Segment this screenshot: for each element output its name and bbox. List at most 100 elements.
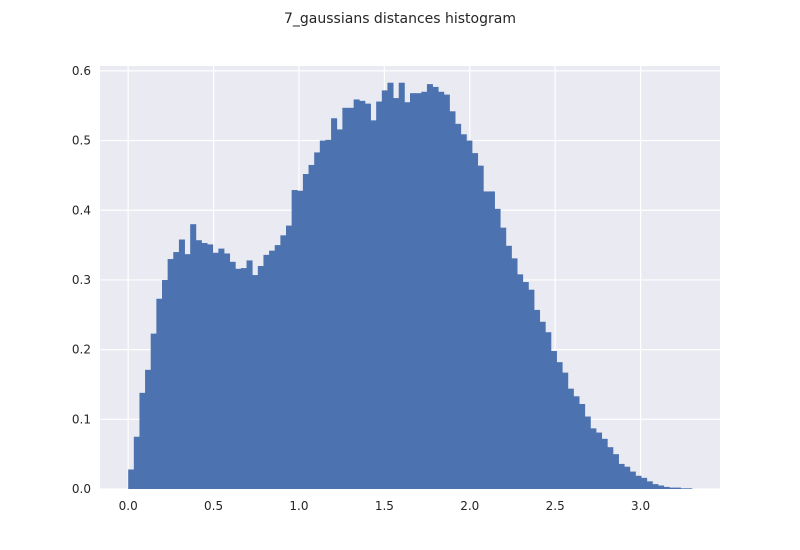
histogram-bar xyxy=(618,463,625,489)
histogram-bar xyxy=(573,396,580,489)
x-tick-label: 1.5 xyxy=(375,499,394,513)
histogram-bar xyxy=(353,99,360,489)
histogram-bar xyxy=(269,250,276,489)
chart-title: 7_gaussians distances histogram xyxy=(284,11,516,27)
histogram-bar xyxy=(635,475,642,489)
histogram-bar xyxy=(686,488,693,489)
histogram-bar xyxy=(263,254,270,489)
histogram-bar xyxy=(652,484,659,489)
histogram-bar xyxy=(404,102,411,489)
histogram-bar xyxy=(449,111,456,489)
histogram-bar xyxy=(235,268,242,489)
histogram-bar xyxy=(629,471,636,489)
histogram-bars xyxy=(128,82,693,490)
x-tick-label: 0.5 xyxy=(204,499,223,513)
histogram-bar xyxy=(522,282,529,489)
histogram-bar xyxy=(641,477,648,489)
histogram-bar xyxy=(584,416,591,489)
histogram-bar xyxy=(562,372,569,489)
histogram-bar xyxy=(133,436,140,489)
histogram-bar xyxy=(387,82,394,489)
histogram-bar xyxy=(291,190,298,489)
histogram-bar xyxy=(240,268,247,489)
histogram-bar xyxy=(466,140,473,490)
y-axis-ticks: 0.0 0.1 0.2 0.3 0.4 0.5 0.6 xyxy=(72,64,91,496)
x-tick-label: 3.0 xyxy=(631,499,650,513)
y-tick-label: 0.3 xyxy=(72,273,91,287)
histogram-bar xyxy=(590,428,597,489)
histogram-bar xyxy=(302,174,309,489)
histogram-bar xyxy=(624,466,631,489)
histogram-bar xyxy=(308,164,315,490)
histogram-bar xyxy=(579,403,586,489)
histogram-bar xyxy=(545,332,552,489)
histogram-bar xyxy=(674,487,681,489)
histogram-bar xyxy=(477,165,484,489)
histogram-bar xyxy=(539,321,546,489)
y-tick-label: 0.2 xyxy=(72,343,91,357)
histogram-bar xyxy=(601,438,608,489)
histogram-bar xyxy=(252,275,259,489)
histogram-bar xyxy=(607,447,614,489)
histogram-bar xyxy=(443,94,450,490)
histogram-bar xyxy=(286,225,293,489)
histogram-bar xyxy=(280,235,287,489)
x-tick-label: 2.5 xyxy=(546,499,565,513)
histogram-bar xyxy=(494,208,501,489)
histogram-bar xyxy=(274,245,281,489)
histogram-bar xyxy=(370,120,377,490)
histogram-bar xyxy=(426,84,433,489)
histogram-bar xyxy=(167,259,174,489)
histogram-bar xyxy=(534,309,541,489)
histogram-bar xyxy=(550,351,557,489)
histogram-bar xyxy=(500,227,507,489)
histogram-bar xyxy=(658,485,665,489)
y-tick-label: 0.0 xyxy=(72,482,91,496)
histogram-bar xyxy=(460,134,467,489)
histogram-bar xyxy=(567,388,574,489)
histogram-bar xyxy=(381,90,388,489)
histogram-bar xyxy=(342,107,349,489)
histogram-bar xyxy=(145,369,152,489)
histogram-bar xyxy=(224,253,231,489)
histogram-bar xyxy=(410,93,417,490)
histogram-bar xyxy=(646,481,653,489)
histogram-bar xyxy=(472,153,479,489)
histogram-bar xyxy=(178,239,185,489)
histogram-bar xyxy=(201,243,208,489)
histogram-bar xyxy=(156,298,163,489)
histogram-bar xyxy=(528,289,535,489)
histogram-bar xyxy=(680,488,687,489)
histogram-bar xyxy=(483,191,490,489)
histogram-bar xyxy=(150,333,157,489)
histogram-bar xyxy=(297,190,304,490)
histogram-bar xyxy=(331,118,338,490)
histogram-bar xyxy=(246,260,253,489)
histogram-bar xyxy=(511,258,518,489)
histogram-bar xyxy=(455,123,462,489)
y-tick-label: 0.4 xyxy=(72,203,91,217)
histogram-bar xyxy=(612,454,619,489)
histogram-bar xyxy=(319,140,326,490)
histogram-bar xyxy=(432,86,439,489)
histogram-bar xyxy=(415,93,422,490)
histogram-bar xyxy=(359,100,366,489)
y-tick-label: 0.1 xyxy=(72,412,91,426)
histogram-bar xyxy=(669,487,676,489)
x-tick-label: 0.0 xyxy=(119,499,138,513)
histogram-bar xyxy=(190,224,197,489)
histogram-bar xyxy=(195,240,202,489)
x-tick-label: 1.0 xyxy=(289,499,308,513)
histogram-bar xyxy=(438,91,445,490)
histogram-bar xyxy=(184,254,191,489)
y-tick-label: 0.6 xyxy=(72,64,91,78)
histogram-bar xyxy=(348,107,355,489)
histogram-bar xyxy=(325,139,332,489)
histogram-bar xyxy=(139,392,146,489)
histogram-bar xyxy=(488,191,495,489)
y-tick-label: 0.5 xyxy=(72,134,91,148)
histogram-bar xyxy=(421,91,428,490)
histogram-bar xyxy=(663,486,670,489)
histogram-bar xyxy=(505,245,512,489)
